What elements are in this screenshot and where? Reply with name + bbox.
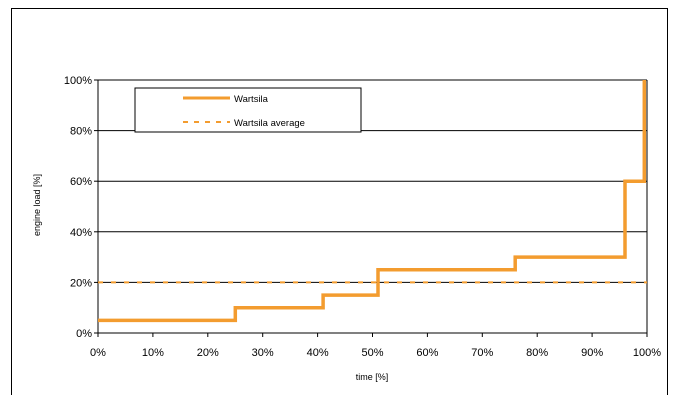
x-tick-label: 50% — [361, 347, 383, 359]
x-tick-labels: 0% 10% 20% 30% 40% 50% 60% 70% 80% 90% 100% — [90, 347, 661, 359]
legend-box — [134, 87, 362, 133]
legend-label-wartsila-average: Wartsila average — [234, 118, 305, 129]
x-tick-label: 100% — [633, 347, 661, 359]
y-axis-label: engine load [%] — [32, 174, 42, 236]
y-tick-label: 0% — [76, 328, 92, 340]
y-tick-label: 80% — [70, 126, 92, 138]
x-tick-label: 90% — [581, 347, 603, 359]
x-tick-label: 60% — [416, 347, 438, 359]
chart-frame — [11, 8, 668, 395]
y-tick-label: 100% — [64, 75, 92, 87]
axes — [97, 80, 648, 337]
legend: Wartsila Wartsila average — [134, 87, 362, 133]
x-tick-label: 0% — [90, 347, 106, 359]
y-tick-label: 20% — [70, 277, 92, 289]
x-tick-label: 20% — [197, 347, 219, 359]
series-layer — [98, 80, 647, 323]
x-tick-label: 70% — [471, 347, 493, 359]
y-tick-labels: 0% 20% 40% 60% 80% 100% — [64, 75, 92, 340]
y-tick-label: 60% — [70, 176, 92, 188]
x-tick-label: 80% — [526, 347, 548, 359]
x-tick-label: 40% — [307, 347, 329, 359]
x-tick-label: 10% — [142, 347, 164, 359]
legend-label-wartsila: Wartsila — [234, 94, 269, 105]
series-wartsila-line — [98, 80, 647, 323]
x-axis-label: time [%] — [356, 372, 389, 382]
x-tick-label: 30% — [252, 347, 274, 359]
y-tick-label: 40% — [70, 227, 92, 239]
